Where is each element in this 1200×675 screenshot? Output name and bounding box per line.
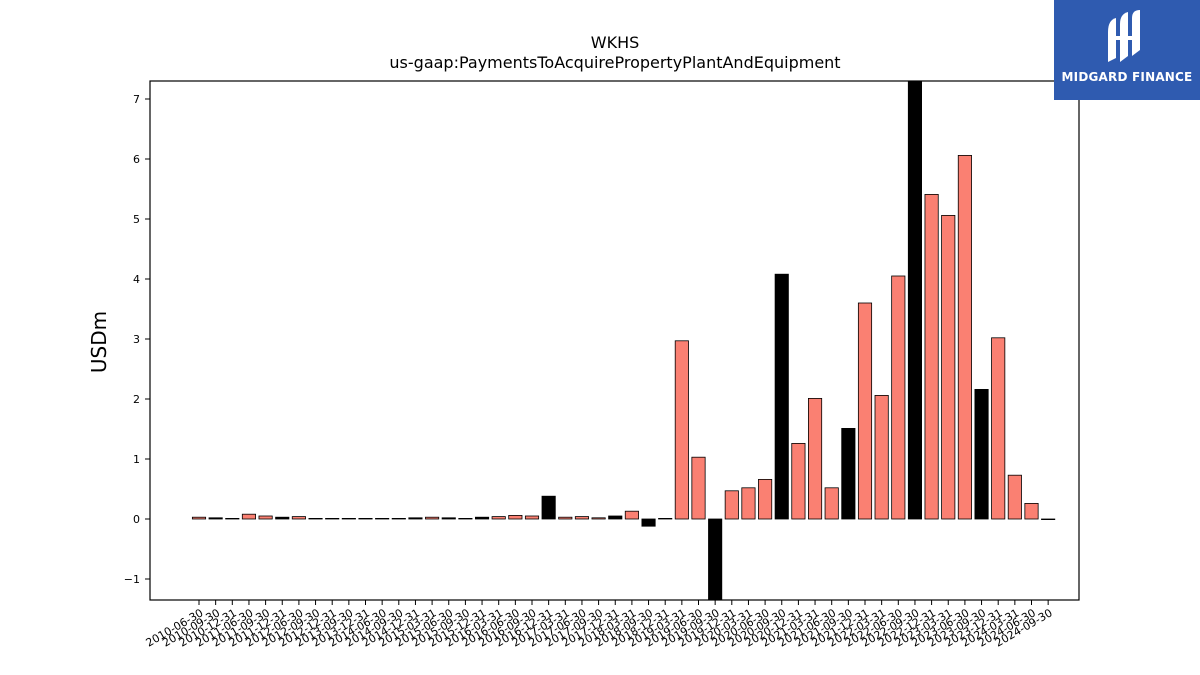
logo-text: MIDGARD FINANCE — [1061, 70, 1193, 84]
bar-2020-03-31 — [741, 487, 756, 520]
bar-2017-09-30 — [591, 517, 606, 520]
bar-2010-09-30 — [208, 517, 223, 520]
bar-2014-12-31 — [408, 517, 423, 520]
bar-2020-09-30 — [774, 273, 789, 520]
y-tick-label: 1 — [133, 453, 140, 466]
bar-2017-03-31 — [558, 516, 573, 520]
bar-2024-06-30 — [1024, 502, 1039, 520]
bar-2011-09-30 — [258, 515, 273, 520]
bar-2011-06-30 — [241, 513, 257, 520]
bar-2019-06-30 — [691, 456, 706, 520]
y-tick-label: 4 — [133, 273, 140, 286]
bar-2019-03-31 — [674, 340, 689, 520]
bar-2012-09-30 — [308, 518, 323, 520]
y-tick-label: 0 — [133, 513, 140, 526]
bar-2022-09-30 — [907, 80, 922, 520]
y-tick-label: 7 — [133, 93, 140, 106]
bar-2016-09-30 — [524, 515, 540, 520]
y-tick-label: 5 — [133, 213, 140, 226]
bar-2018-09-30 — [641, 518, 656, 527]
bar-2023-06-30 — [957, 154, 972, 520]
bar-2021-03-31 — [808, 397, 823, 520]
bar-2012-06-30 — [291, 516, 306, 520]
bar-2010-06-30 — [191, 516, 207, 520]
bar-2017-12-31 — [608, 515, 623, 520]
y-tick-label: 6 — [133, 153, 140, 166]
bar-2019-09-30 — [708, 518, 723, 601]
bar-2022-12-31 — [924, 193, 939, 520]
midgard-logo-icon — [1108, 10, 1140, 62]
bar-2022-06-30 — [891, 275, 906, 520]
bar-2023-03-31 — [941, 214, 956, 520]
bar-2015-06-30 — [441, 517, 456, 520]
bar-2016-12-31 — [541, 495, 556, 520]
bar-2014-06-30 — [375, 518, 390, 520]
bar-2021-06-30 — [824, 487, 839, 520]
bar-2021-12-31 — [857, 302, 873, 520]
bar-2014-09-30 — [391, 518, 406, 520]
bar-2023-09-30 — [974, 388, 989, 520]
bar-2013-09-30 — [341, 518, 356, 520]
y-tick-label: 2 — [133, 393, 140, 406]
bar-2010-12-31 — [225, 518, 240, 520]
bar-2016-06-30 — [508, 515, 523, 520]
chart-subtitle: us-gaap:PaymentsToAcquirePropertyPlantAn… — [389, 53, 840, 72]
bar-2018-12-31 — [658, 518, 673, 520]
bar-2020-12-31 — [791, 442, 806, 520]
bar-2015-03-31 — [425, 516, 440, 520]
bar-2019-12-31 — [724, 490, 739, 520]
x-axis-ticks: 2010-06-302010-09-302010-12-312011-06-30… — [144, 600, 1055, 650]
bar-2015-09-30 — [458, 518, 473, 520]
bar-2023-12-31 — [991, 337, 1006, 520]
bar-2020-06-30 — [758, 478, 773, 520]
bar-2018-03-31 — [624, 510, 639, 520]
bar-2016-03-31 — [491, 516, 506, 520]
y-tick-label: 3 — [133, 333, 140, 346]
y-axis-label: USDm — [87, 311, 111, 373]
bar-2022-03-31 — [874, 394, 889, 520]
y-tick-label: −1 — [124, 573, 140, 586]
bar-2012-12-31 — [325, 518, 340, 520]
bar-2015-12-31 — [474, 516, 490, 520]
bar-2017-06-30 — [574, 516, 589, 520]
bar-2021-09-30 — [841, 427, 856, 520]
chart-title: WKHS — [591, 33, 640, 52]
bar-2013-12-31 — [358, 518, 373, 520]
bar-2011-12-31 — [275, 516, 290, 520]
bar-2024-03-31 — [1007, 474, 1022, 520]
plot-frame — [149, 80, 1080, 601]
bars-group — [191, 80, 1056, 601]
bar-2024-09-30 — [1041, 518, 1056, 521]
y-axis-ticks: −1 0 1 2 3 4 5 6 7 — [124, 93, 150, 586]
midgard-finance-logo: MIDGARD FINANCE — [1054, 0, 1200, 100]
